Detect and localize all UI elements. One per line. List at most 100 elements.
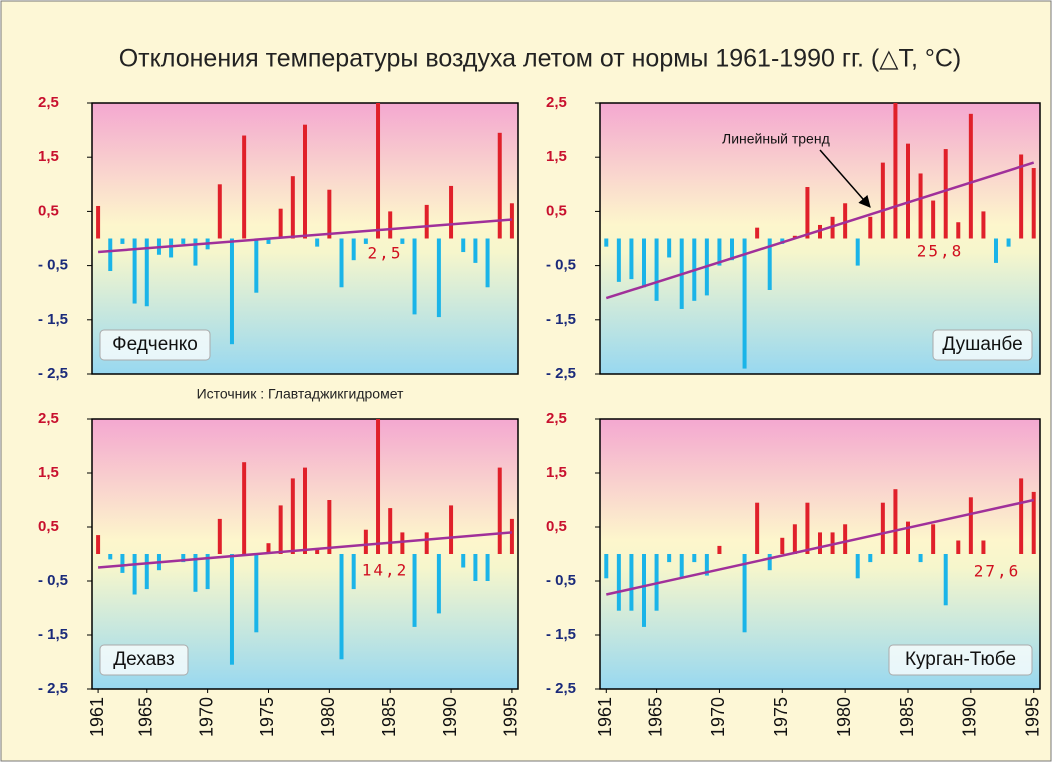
- bar: [278, 505, 283, 554]
- bar: [855, 554, 860, 579]
- y-tick-label: 2,5: [38, 94, 59, 111]
- x-tick-label: 1985: [897, 697, 917, 737]
- bar: [604, 554, 609, 579]
- bar: [303, 124, 307, 239]
- bar: [193, 238, 198, 266]
- bar: [906, 521, 910, 554]
- bar: [376, 419, 381, 554]
- trend-arrow: [819, 149, 871, 208]
- bar: [181, 238, 186, 244]
- bar: [388, 508, 393, 554]
- bar: [654, 238, 659, 301]
- x-tick-label: 1970: [708, 697, 728, 737]
- bar: [692, 554, 697, 563]
- x-tick-label: 1961: [87, 697, 107, 737]
- x-tick-label: 1980: [318, 697, 338, 737]
- y-tick-label: 1,5: [546, 464, 567, 481]
- x-tick-label: 1995: [1022, 697, 1042, 737]
- bar: [169, 238, 174, 258]
- bar: [805, 187, 810, 239]
- x-tick-label: 1995: [501, 697, 521, 737]
- bar: [509, 203, 514, 239]
- bar: [96, 205, 101, 239]
- bar: [363, 238, 368, 244]
- station-label: Федченко: [112, 334, 198, 355]
- y-tick-label: - 2,5: [546, 680, 576, 697]
- y-tick-label: - 1,5: [38, 626, 68, 643]
- bar: [120, 238, 125, 244]
- bar: [217, 184, 222, 239]
- x-tick-label: 1980: [834, 697, 854, 737]
- y-tick-label: 2,5: [546, 410, 567, 427]
- bar: [1019, 478, 1024, 554]
- bar: [742, 238, 747, 369]
- y-tick-label: - 0,5: [546, 572, 576, 589]
- bar: [436, 238, 441, 318]
- bar: [616, 238, 621, 282]
- y-tick-label: - 1,5: [546, 626, 576, 643]
- bar: [868, 216, 873, 239]
- station-label-box: [932, 329, 1033, 361]
- x-tick-label: 1985: [379, 697, 399, 737]
- bar: [981, 211, 986, 239]
- bar: [818, 224, 822, 239]
- bar: [1006, 238, 1011, 247]
- bar: [629, 554, 634, 611]
- bar: [181, 554, 186, 563]
- bar: [485, 554, 490, 581]
- bar: [449, 185, 454, 239]
- annotation: 25,8: [917, 242, 964, 261]
- x-tick-label: 1965: [645, 697, 665, 737]
- bar: [981, 540, 986, 554]
- bar: [893, 103, 898, 239]
- bar: [642, 554, 646, 627]
- y-tick-label: 0,5: [546, 202, 567, 219]
- y-tick-label: - 2,5: [38, 680, 68, 697]
- bar: [629, 238, 634, 280]
- annotation: 2,5: [368, 244, 403, 263]
- station-label-box: [99, 329, 211, 361]
- bar: [242, 135, 247, 239]
- bar: [767, 554, 772, 571]
- trend-line: [606, 498, 1034, 596]
- bar: [290, 478, 295, 554]
- bar: [704, 554, 709, 576]
- y-tick-label: - 2,5: [38, 365, 68, 382]
- y-tick-label: - 0,5: [546, 257, 576, 274]
- bar: [616, 554, 621, 611]
- y-tick-label: - 0,5: [38, 257, 68, 274]
- bar: [461, 238, 466, 253]
- bar: [339, 554, 344, 660]
- bar: [120, 554, 125, 573]
- bar: [1019, 154, 1024, 239]
- bar: [880, 162, 885, 239]
- bar: [376, 103, 381, 239]
- bar: [290, 176, 295, 239]
- bar: [412, 238, 417, 315]
- bar: [108, 554, 113, 560]
- bar: [144, 554, 149, 590]
- bar: [717, 238, 722, 266]
- bar: [388, 211, 393, 239]
- bar: [805, 502, 810, 554]
- y-tick-label: - 0,5: [38, 572, 68, 589]
- bar: [217, 518, 222, 554]
- trend-line: [97, 218, 513, 254]
- bar: [266, 543, 271, 554]
- bar: [254, 554, 259, 633]
- y-tick-label: 1,5: [38, 464, 59, 481]
- trend-line: [97, 531, 513, 569]
- source: Источник : Главтаджикгидромет: [197, 386, 404, 402]
- bar: [400, 238, 405, 244]
- bar: [918, 554, 923, 563]
- trend-label: Линейный тренд: [722, 131, 830, 147]
- trend-line: [605, 161, 1035, 300]
- bar: [303, 467, 307, 554]
- y-tick-label: - 2,5: [546, 365, 576, 382]
- bar: [363, 529, 368, 554]
- bar: [497, 467, 502, 554]
- bar: [818, 532, 822, 554]
- bar: [509, 518, 514, 554]
- title: Отклонения температуры воздуха летом от …: [119, 45, 962, 73]
- bar: [229, 238, 234, 345]
